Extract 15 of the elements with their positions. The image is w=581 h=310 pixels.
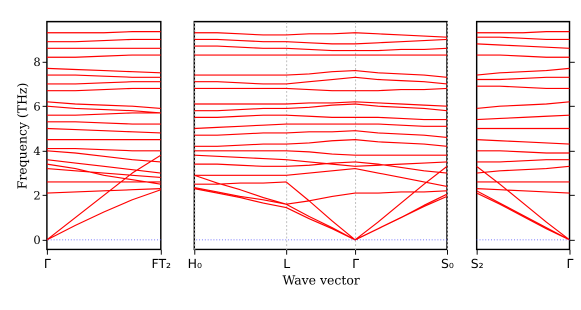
x-tick-label: Γ	[566, 256, 574, 272]
y-tick-label: 8	[33, 55, 41, 69]
x-tick-label: Γ	[44, 256, 51, 272]
y-tick-label: 4	[33, 144, 41, 158]
x-tick-label: S₀	[441, 256, 454, 272]
y-tick-label: 2	[33, 188, 41, 203]
x-tick-label: S₂	[470, 256, 484, 272]
y-tick-label: 0	[33, 233, 41, 248]
x-tick-label: L	[283, 256, 290, 272]
y-tick-label: 6	[33, 100, 41, 114]
x-tick-label: FT₂	[152, 256, 172, 272]
x-tick-label: H₀	[188, 256, 202, 272]
x-tick-label: Γ	[352, 256, 360, 272]
y-axis-title: Frequency (THz)	[14, 82, 30, 190]
x-axis-title: Wave vector	[282, 272, 360, 288]
